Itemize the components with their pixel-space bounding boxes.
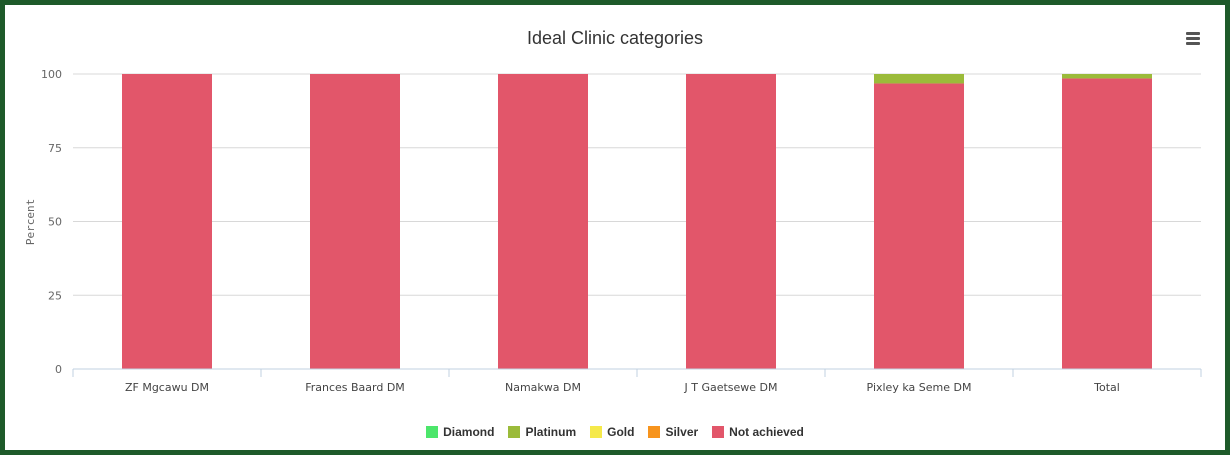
bar-not-achieved[interactable] [1062, 78, 1152, 370]
y-tick-label: 100 [41, 68, 62, 81]
legend-swatch [426, 426, 439, 438]
legend-item[interactable]: Gold [590, 425, 634, 439]
bar-platinum[interactable] [1062, 74, 1152, 79]
legend-label: Diamond [443, 425, 495, 439]
legend-label: Silver [665, 425, 699, 439]
x-tick-label: Pixley ka Seme DM [867, 381, 972, 394]
legend-label: Gold [607, 425, 635, 439]
y-axis-label: Percent [24, 199, 37, 245]
bar-not-achieved[interactable] [686, 74, 776, 369]
x-tick-label: J T Gaetsewe DM [683, 381, 777, 394]
x-axis: ZF Mgcawu DM Frances Baard DM Namakwa DM J … [72, 368, 1202, 394]
y-tick-label: 25 [48, 289, 62, 302]
bar-not-achieved[interactable] [122, 74, 212, 369]
x-tick-label: Frances Baard DM [305, 381, 405, 394]
legend: Diamond Platinum Gold Silver Not achieved [0, 425, 1230, 439]
chart-title: Ideal Clinic categories [526, 28, 704, 48]
y-tick-label: 75 [48, 142, 62, 155]
bar-not-achieved[interactable] [874, 83, 964, 369]
y-tick-label: 50 [48, 216, 62, 229]
bar-platinum[interactable] [874, 74, 964, 84]
x-tick-label: Namakwa DM [505, 381, 581, 394]
legend-swatch [590, 426, 603, 438]
bar-not-achieved[interactable] [498, 74, 588, 369]
legend-item[interactable]: Silver [648, 425, 698, 439]
x-tick-label: ZF Mgcawu DM [125, 381, 209, 394]
legend-swatch [508, 426, 521, 438]
x-tick-label: Total [1093, 381, 1120, 394]
grid-lines [73, 73, 1201, 370]
legend-swatch [648, 426, 661, 438]
legend-item[interactable]: Diamond [426, 425, 494, 439]
hamburger-menu-icon[interactable] [1186, 32, 1200, 46]
bars [122, 74, 1152, 370]
legend-swatch [712, 426, 725, 438]
legend-label: Platinum [525, 425, 577, 439]
y-axis: 0 25 50 75 100 [41, 68, 62, 376]
y-tick-label: 0 [55, 363, 62, 376]
legend-item[interactable]: Platinum [508, 425, 576, 439]
bar-not-achieved[interactable] [310, 74, 400, 369]
legend-item[interactable]: Not achieved [712, 425, 804, 439]
legend-label: Not achieved [729, 425, 804, 439]
